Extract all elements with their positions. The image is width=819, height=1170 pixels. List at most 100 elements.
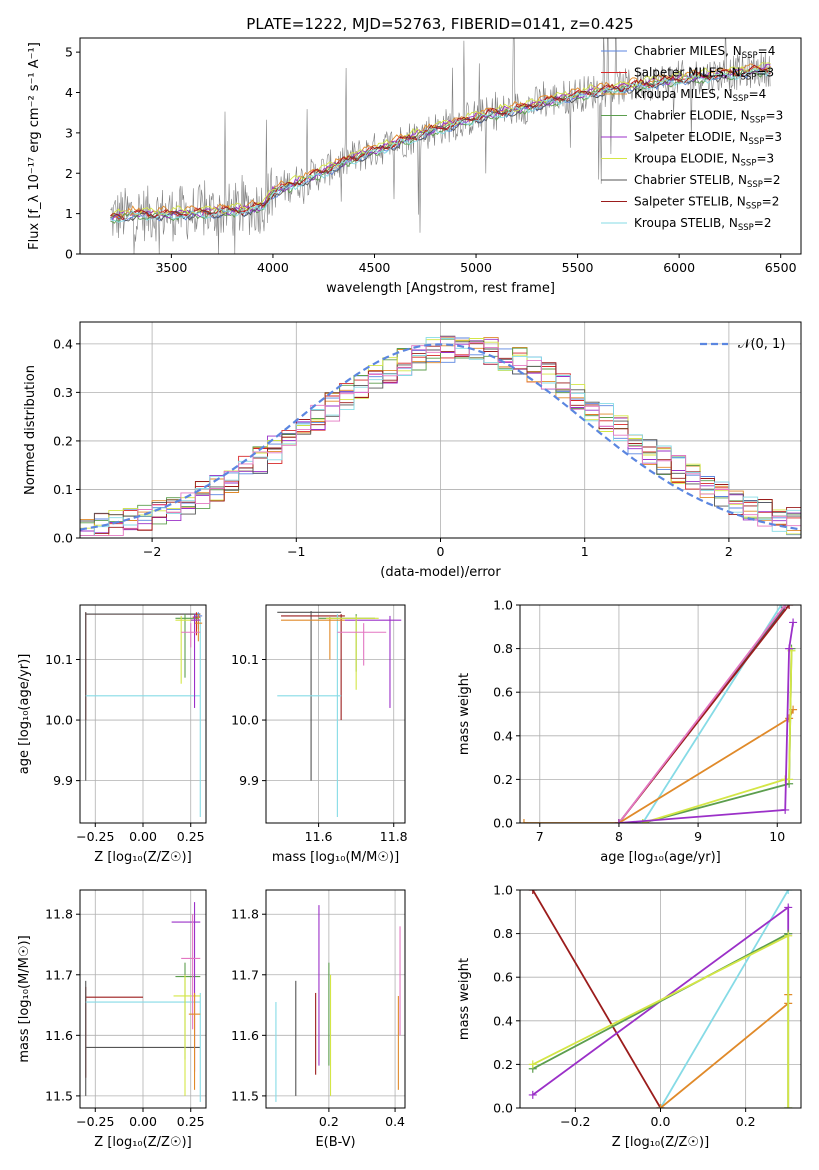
x-tick-label: 11.6 [305, 829, 333, 844]
y-tick-label: 11.6 [45, 1028, 73, 1043]
y-tick-label: 0.3 [53, 385, 73, 400]
panel-massweight_vs_age: 7 8 9 10 0.0 0.2 0.4 0.6 0.8 1.0 age [log₁₀(age/yr… [457, 598, 802, 865]
y-tick-label: 0 [65, 247, 73, 262]
y-tick-label: 10.1 [231, 652, 259, 667]
x-tick-label: 0.00 [129, 1114, 157, 1129]
spectrum-model-7 [110, 64, 771, 221]
plot-area [520, 605, 798, 823]
x-tick-label: 0.2 [319, 1114, 339, 1129]
y-axis-label: Flux [f_λ 10⁻¹⁷ erg cm⁻² s⁻¹ A⁻¹] [27, 42, 42, 250]
x-tick-label: 0.4 [385, 1114, 405, 1129]
axes-frame [265, 604, 406, 824]
x-tick-label: 1 [581, 544, 589, 559]
y-axis-label: mass [log₁₀(M/M☉)] [17, 935, 32, 1062]
y-tick-label: 9.9 [239, 773, 259, 788]
weight-marker [528, 890, 537, 894]
panel-mass_vs_Z: −0.25 0.00 0.25 11.5 11.6 11.7 11.8 Z [log₁₀(Z/… [17, 889, 207, 1150]
y-tick-label: 1 [65, 206, 73, 221]
y-tick-label: 10.1 [45, 652, 73, 667]
x-tick-label: 5500 [562, 260, 594, 275]
spectrum-model-6 [110, 69, 771, 222]
panel-age_vs_Z: −0.25 0.00 0.25 9.9 10.0 10.1 Z [log₁₀(Z/Z☉)] a… [17, 604, 207, 865]
y-tick-label: 2 [65, 166, 73, 181]
x-axis-label: mass [log₁₀(M/M☉)] [272, 850, 399, 865]
plot-area [275, 905, 401, 1102]
legend-entry-0: Chabrier MILES, NSSP=4 [634, 44, 775, 61]
weight-marker [528, 1060, 537, 1069]
axes-frame [265, 889, 406, 1109]
y-tick-label: 11.8 [45, 907, 73, 922]
weight-line-0 [532, 890, 662, 1108]
y-tick-label: 11.5 [45, 1088, 73, 1103]
y-tick-label: 0.0 [493, 1101, 513, 1116]
weight-marker [784, 903, 793, 912]
y-tick-label: 0.2 [53, 433, 73, 448]
weight-line-1 [659, 890, 789, 1108]
y-tick-label: 0.4 [493, 1013, 513, 1028]
axes-frame [519, 604, 802, 824]
weight-marker [784, 1104, 793, 1108]
x-tick-label: 5000 [460, 260, 492, 275]
gaussian-legend-label: 𝒩(0, 1) [738, 337, 785, 352]
y-tick-label: 10.0 [45, 713, 73, 728]
weight-marker [785, 605, 794, 609]
plot-area [80, 335, 801, 538]
x-tick-label: 10 [769, 829, 785, 844]
weight-line-4 [524, 709, 794, 823]
x-tick-label: 0.00 [129, 829, 157, 844]
legend-entry-8: Kroupa STELIB, NSSP=2 [634, 216, 772, 233]
legend-entry-1: Salpeter MILES, NSSP=3 [634, 66, 774, 83]
x-axis-label: Z [log₁₀(Z/Z☉)] [94, 1135, 191, 1150]
weight-marker [656, 1104, 665, 1108]
x-tick-label: −0.25 [76, 1114, 114, 1129]
x-axis-label: Z [log₁₀(Z/Z☉)] [612, 1135, 709, 1150]
spectrum-model-8 [110, 68, 771, 223]
y-tick-label: 10.0 [231, 713, 259, 728]
plot-area [528, 890, 793, 1108]
y-tick-label: 0.4 [53, 336, 73, 351]
y-tick-label: 11.5 [231, 1088, 259, 1103]
x-tick-label: 0.25 [177, 829, 205, 844]
spectrum-legend: Chabrier MILES, NSSP=4 Salpeter MILES, NS… [601, 44, 783, 233]
weight-line-3 [618, 605, 786, 823]
y-tick-label: 0.8 [493, 926, 513, 941]
y-tick-label: 11.8 [231, 907, 259, 922]
axes-frame [79, 37, 802, 255]
legend-entry-2: Kroupa MILES, NSSP=4 [634, 87, 766, 104]
x-axis-label: (data-model)/error [380, 565, 501, 580]
weight-line-6 [642, 650, 793, 823]
x-tick-label: −0.25 [76, 829, 114, 844]
legend-entry-3: Chabrier ELODIE, NSSP=3 [634, 109, 783, 126]
y-tick-label: 0.2 [493, 1057, 513, 1072]
x-axis-label: E(B-V) [315, 1135, 355, 1150]
panel-age_vs_mass: 11.6 11.8 9.9 10.0 10.1 mass [log₁₀(M/M☉)] [231, 604, 408, 865]
y-tick-label: 5 [65, 45, 73, 60]
weight-line-2 [659, 994, 790, 1108]
y-tick-label: 3 [65, 125, 73, 140]
x-tick-label: 11.8 [380, 829, 408, 844]
y-tick-label: 0.0 [53, 531, 73, 546]
x-tick-label: 3500 [155, 260, 187, 275]
figure-title: PLATE=1222, MJD=52763, FIBERID=0141, z=0… [246, 15, 633, 33]
y-tick-label: 0.6 [493, 685, 513, 700]
y-tick-label: 0.2 [493, 772, 513, 787]
weight-marker [614, 819, 623, 823]
y-axis-label: Normed distribution [23, 365, 38, 495]
y-tick-label: 0.8 [493, 641, 513, 656]
panel-massweight_vs_Z: −0.2 0.0 0.2 0.0 0.2 0.4 0.6 0.8 1.0 Z [log₁₀(Z/Z… [457, 883, 802, 1150]
weight-marker [785, 644, 794, 653]
y-tick-label: 0.1 [53, 482, 73, 497]
plot-area [85, 902, 201, 1102]
x-tick-label: 0.0 [651, 1114, 671, 1129]
x-tick-label: −2 [143, 544, 161, 559]
y-tick-label: 9.9 [53, 773, 73, 788]
weight-marker [528, 1090, 537, 1099]
x-tick-label: 0 [437, 544, 445, 559]
y-tick-label: 1.0 [493, 598, 513, 613]
weight-marker [781, 605, 790, 609]
weight-marker [520, 819, 528, 823]
x-tick-label: 0.25 [177, 1114, 205, 1129]
legend-entry-6: Chabrier STELIB, NSSP=2 [634, 173, 781, 190]
panel-mass_vs_ebv: 0.2 0.4 11.5 11.6 11.7 11.8 E(B-V) [231, 889, 406, 1150]
